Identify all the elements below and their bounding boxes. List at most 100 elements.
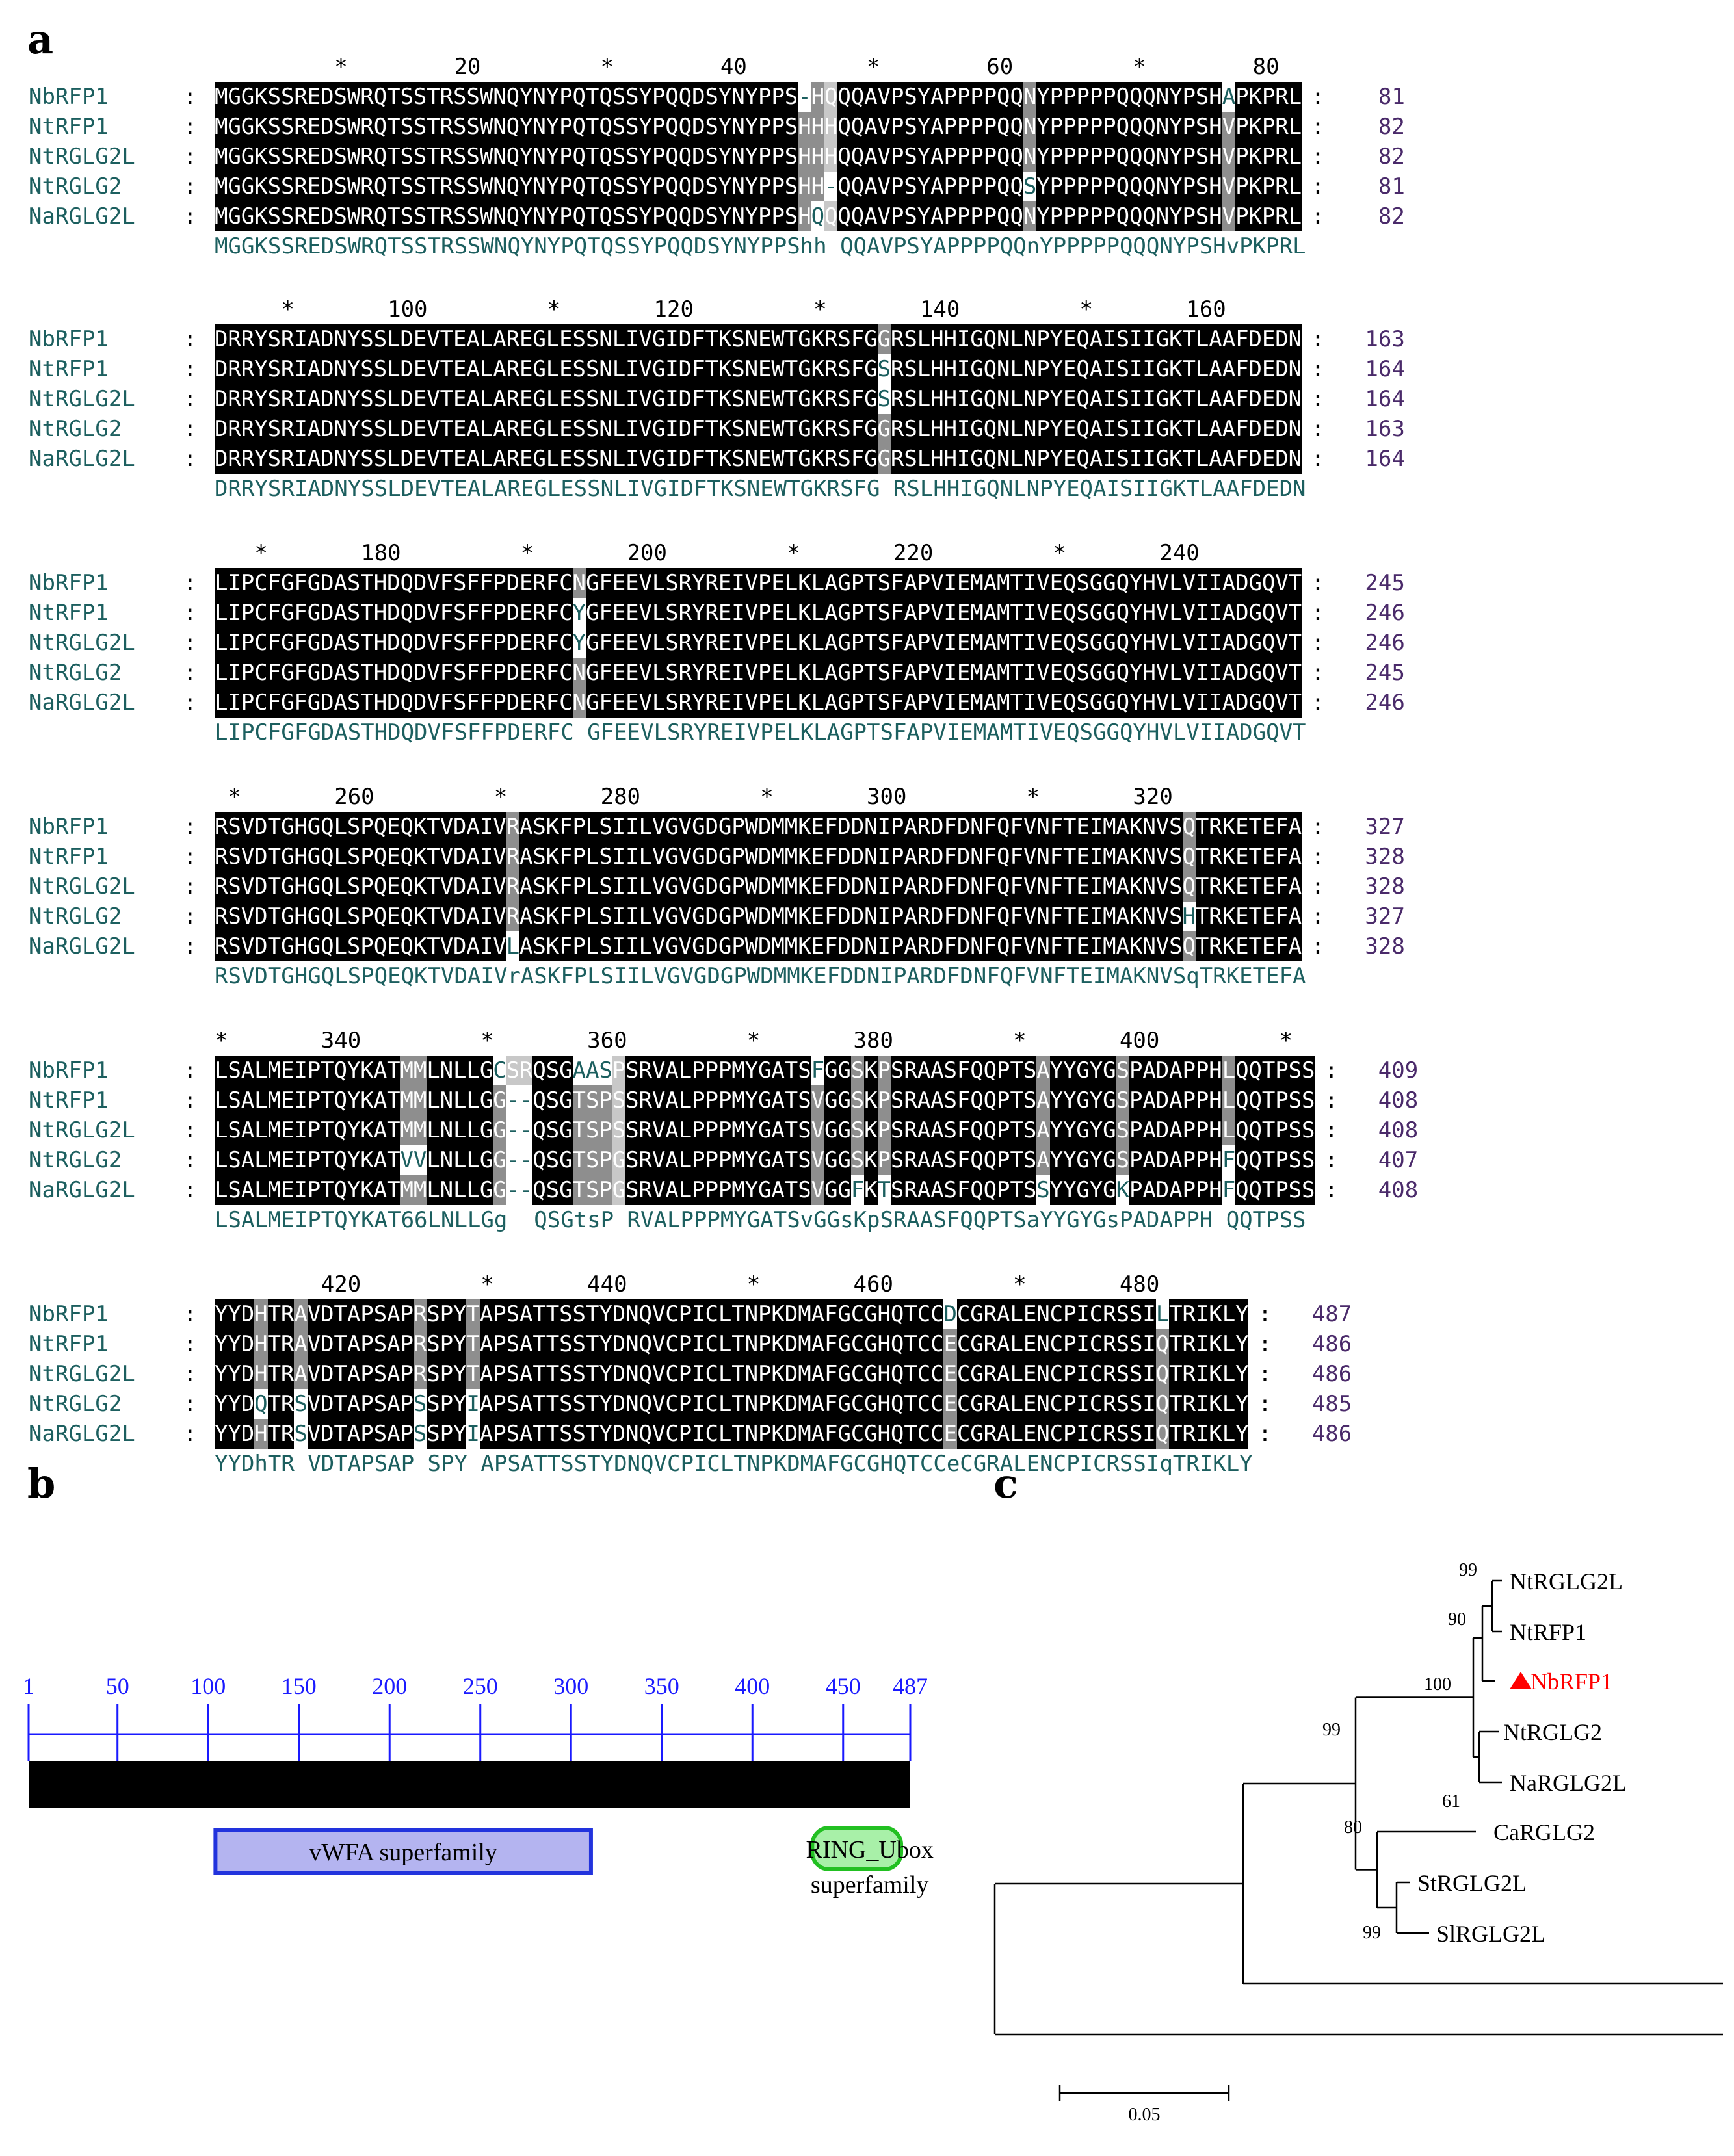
position-tick-label: 150 (282, 1673, 317, 1699)
sequence-end-position: 246 (1365, 600, 1405, 626)
sequence-separator: : (183, 174, 197, 200)
tree-leaf-label: NaRGLG2L (1510, 1770, 1627, 1796)
sequence-end-position: 164 (1365, 446, 1405, 472)
sequence-separator: : (183, 326, 197, 352)
panel-label-c: c (993, 1460, 1018, 1507)
panel-label-b: b (27, 1460, 56, 1507)
sequence-end-position: 327 (1365, 814, 1405, 840)
sequence-row: LIPCFGFGDASTHDQDVFSFFPDERFCYGFEEVLSRYREI… (215, 598, 1302, 628)
tree-leaf-label: CaRGLG2 (1493, 1819, 1595, 1845)
sequence-name: NtRFP1 (29, 600, 109, 626)
position-tick-label: 200 (372, 1673, 407, 1699)
end-separator: : (1311, 903, 1325, 929)
sequence-separator: : (183, 144, 197, 170)
end-separator: : (1324, 1087, 1338, 1113)
sequence-separator: : (183, 874, 197, 900)
sequence-row: LSALMEIPTQYKATMMLNLLGCSRQSGAASPSRVALPPPM… (215, 1056, 1315, 1085)
sequence-row: DRRYSRIADNYSSLDEVTEALAREGLESSNLIVGIDFTKS… (215, 414, 1302, 444)
sequence-row: LIPCFGFGDASTHDQDVFSFFPDERFCNGFEEVLSRYREI… (215, 658, 1302, 688)
sequence-name: NtRGLG2L (29, 386, 135, 412)
sequence-end-position: 328 (1365, 844, 1405, 870)
sequence-row: RSVDTGHGQLSPQEQKTVDAIVRASKFPLSIILVGVGDGP… (215, 812, 1302, 842)
sequence-separator: : (183, 1087, 197, 1113)
sequence-separator: : (183, 1058, 197, 1084)
sequence-row: YYDHTRAVDTAPSAPRSPYTAPSATTSSTYDNQVCPICLT… (215, 1359, 1249, 1389)
end-separator: : (1258, 1361, 1272, 1387)
sequence-end-position: 245 (1365, 570, 1405, 596)
end-separator: : (1311, 874, 1325, 900)
sequence-name: NtRFP1 (29, 356, 109, 382)
sequence-separator: : (183, 84, 197, 110)
sequence-name: NtRFP1 (29, 1331, 109, 1357)
sequence-end-position: 246 (1365, 690, 1405, 716)
tree-leaf-label: StRGLG2L (1417, 1870, 1527, 1896)
sequence-end-position: 487 (1311, 1301, 1352, 1327)
end-separator: : (1311, 326, 1325, 352)
tree-leaf-label: NtRGLG2 (1503, 1719, 1602, 1745)
end-separator: : (1311, 814, 1325, 840)
bootstrap-value: 100 (1424, 1674, 1451, 1695)
sequence-name: NbRFP1 (29, 84, 109, 110)
sequence-name: NbRFP1 (29, 814, 109, 840)
sequence-name: NtRGLG2 (29, 1147, 122, 1173)
sequence-row: DRRYSRIADNYSSLDEVTEALAREGLESSNLIVGIDFTKS… (215, 444, 1302, 474)
sequence-name: NaRGLG2L (29, 203, 135, 229)
end-separator: : (1311, 114, 1325, 140)
alignment-ruler: * 100 * 120 * 140 * 160 (215, 296, 1226, 322)
bootstrap-value: 99 (1459, 1560, 1477, 1580)
consensus-line: LSALMEIPTQYKAT66LNLLGg QSGtsP RVALPPPMYG… (215, 1207, 1306, 1233)
sequence-separator: : (183, 660, 197, 686)
sequence-end-position: 164 (1365, 386, 1405, 412)
sequence-name: NtRGLG2 (29, 174, 122, 200)
sequence-separator: : (183, 570, 197, 596)
sequence-separator: : (183, 600, 197, 626)
bootstrap-value: 61 (1442, 1791, 1460, 1812)
highlight-triangle-icon (1510, 1672, 1532, 1689)
sequence-end-position: 246 (1365, 630, 1405, 656)
sequence-row: LIPCFGFGDASTHDQDVFSFFPDERFCNGFEEVLSRYREI… (215, 568, 1302, 598)
sequence-row: DRRYSRIADNYSSLDEVTEALAREGLESSNLIVGIDFTKS… (215, 354, 1302, 384)
end-separator: : (1311, 203, 1325, 229)
end-separator: : (1311, 144, 1325, 170)
sequence-name: NtRGLG2 (29, 903, 122, 929)
bootstrap-value: 80 (1344, 1817, 1362, 1838)
end-separator: : (1258, 1421, 1272, 1447)
sequence-end-position: 82 (1378, 144, 1405, 170)
alignment-ruler: * 180 * 200 * 220 * 240 (215, 540, 1200, 566)
ring-ubox-domain-label: RING_Ubox (806, 1836, 934, 1864)
vwfa-domain-box (213, 1828, 593, 1875)
tree-leaf-label: NtRGLG2L (1510, 1568, 1623, 1594)
sequence-row: DRRYSRIADNYSSLDEVTEALAREGLESSNLIVGIDFTKS… (215, 324, 1302, 354)
scale-bar-label: 0.05 (1129, 2105, 1161, 2125)
end-separator: : (1311, 844, 1325, 870)
sequence-separator: : (183, 386, 197, 412)
consensus-line: RSVDTGHGQLSPQEQKTVDAIVrASKFPLSIILVGVGDGP… (215, 963, 1306, 989)
sequence-name: NbRFP1 (29, 1058, 109, 1084)
sequence-name: NtRGLG2L (29, 1117, 135, 1143)
sequence-name: NtRGLG2L (29, 1361, 135, 1387)
sequence-separator: : (183, 1421, 197, 1447)
sequence-row: RSVDTGHGQLSPQEQKTVDAIVLASKFPLSIILVGVGDGP… (215, 931, 1302, 961)
sequence-separator: : (183, 114, 197, 140)
sequence-separator: : (183, 844, 197, 870)
sequence-end-position: 408 (1378, 1177, 1419, 1203)
sequence-row: YYDQTRSVDTAPSAPSSPYIAPSATTSSTYDNQVCPICLT… (215, 1389, 1249, 1419)
sequence-row: MGGKSSREDSWRQTSSTRSSWNQYNYPQTQSSYPQQDSYN… (215, 172, 1302, 201)
end-separator: : (1311, 416, 1325, 442)
bootstrap-value: 99 (1363, 1923, 1381, 1943)
sequence-separator: : (183, 903, 197, 929)
position-tick-label: 487 (893, 1673, 928, 1699)
sequence-end-position: 485 (1311, 1391, 1352, 1417)
end-separator: : (1258, 1391, 1272, 1417)
end-separator: : (1311, 84, 1325, 110)
end-separator: : (1258, 1331, 1272, 1357)
sequence-name: NbRFP1 (29, 570, 109, 596)
sequence-end-position: 82 (1378, 114, 1405, 140)
end-separator: : (1324, 1147, 1338, 1173)
consensus-line: DRRYSRIADNYSSLDEVTEALAREGLESSNLIVGIDFTKS… (215, 476, 1306, 502)
sequence-end-position: 327 (1365, 903, 1405, 929)
sequence-separator: : (183, 416, 197, 442)
sequence-separator: : (183, 1391, 197, 1417)
alignment-ruler: * 20 * 40 * 60 * 80 (215, 54, 1280, 80)
